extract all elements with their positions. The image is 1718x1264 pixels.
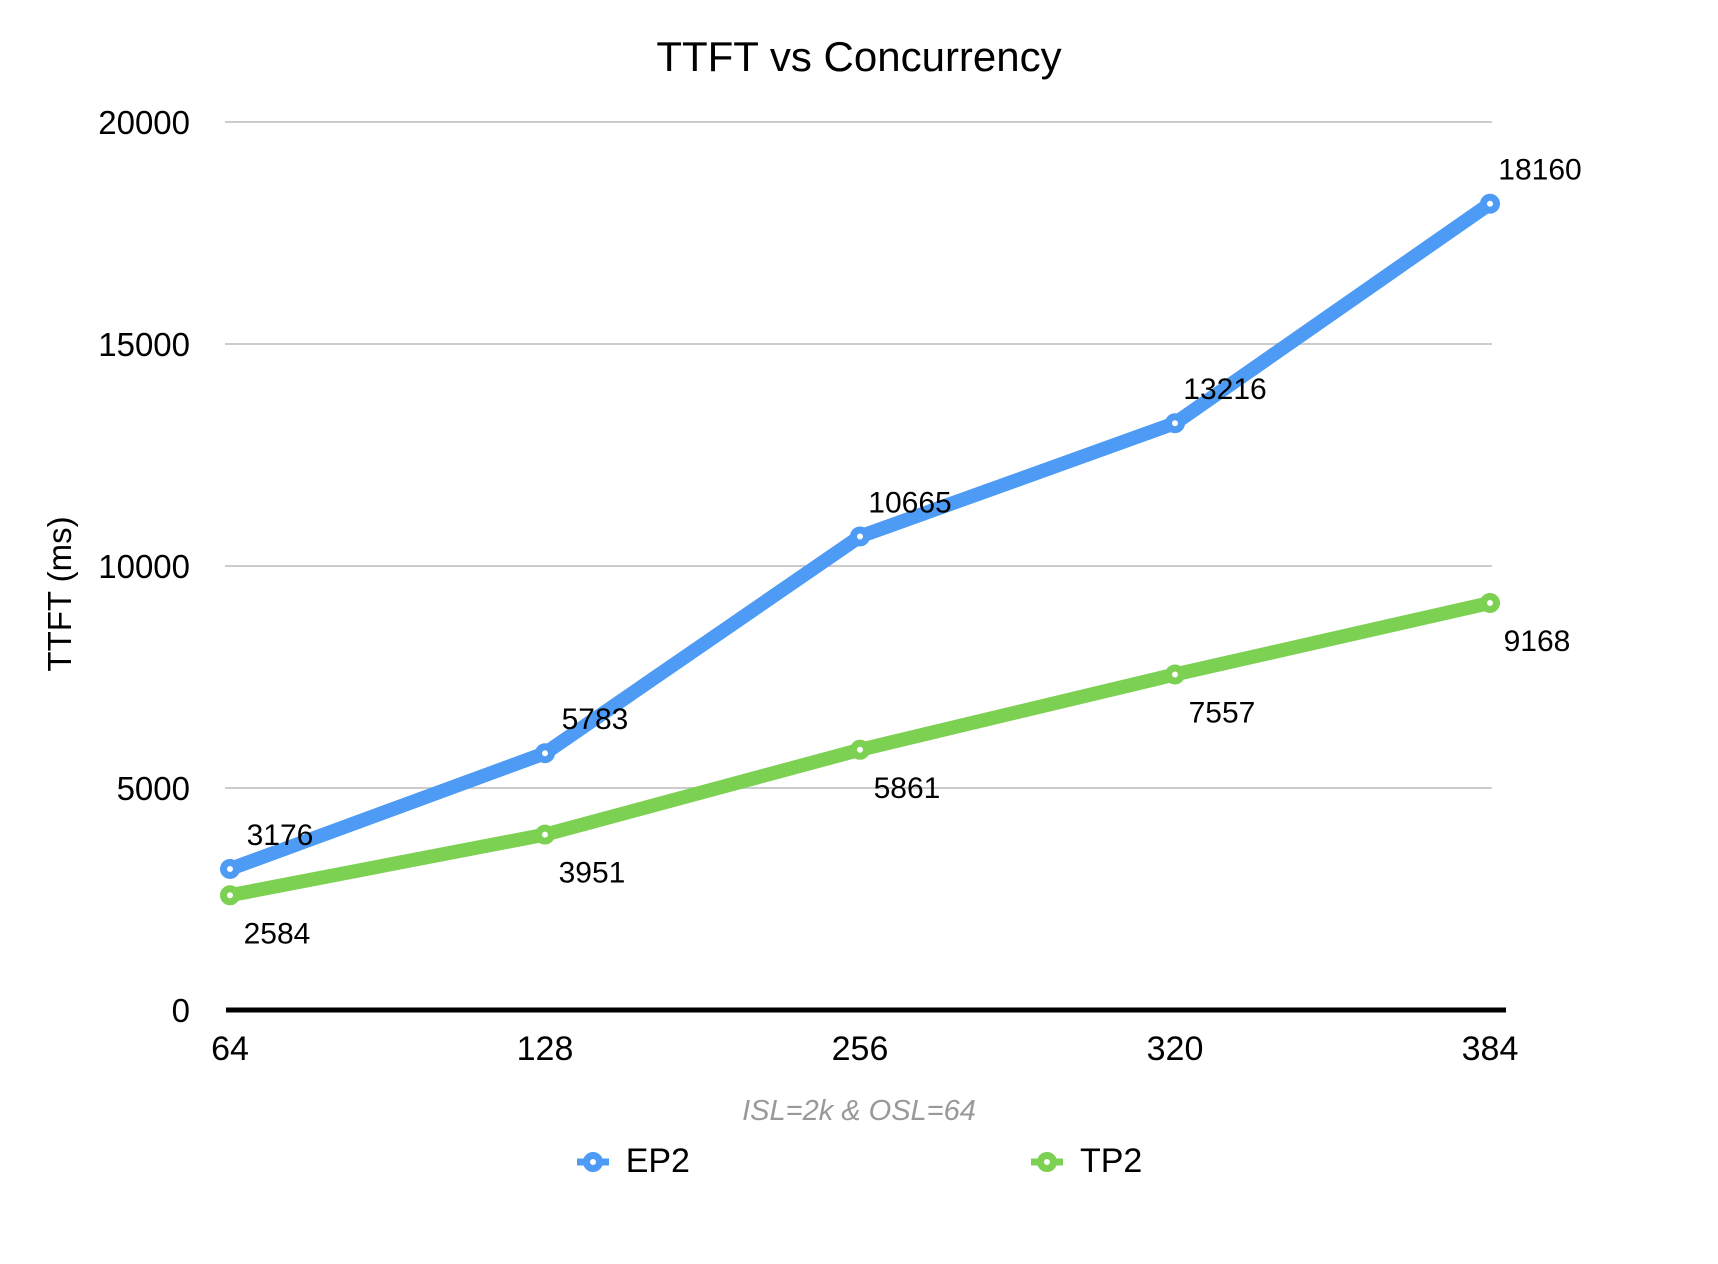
legend-label-tp2: TP2 <box>1079 1142 1143 1180</box>
y-axis-tick-label: 5000 <box>117 770 190 807</box>
data-label-ep2: 3176 <box>247 819 314 852</box>
x-axis-tick-label: 128 <box>517 1030 574 1068</box>
data-point-ep2 <box>850 526 870 547</box>
data-point-tp2 <box>220 885 240 906</box>
x-axis-tick-label: 384 <box>1462 1030 1519 1068</box>
x-axis-tick-label: 64 <box>211 1030 249 1068</box>
data-point-tp2 <box>535 824 555 845</box>
chart-footnote: ISL=2k & OSL=64 <box>742 1095 976 1127</box>
data-label-tp2: 3951 <box>559 857 626 890</box>
x-axis-tick-label: 256 <box>832 1030 889 1068</box>
x-axis-tick-label: 320 <box>1147 1030 1204 1068</box>
y-axis-tick-label: 0 <box>172 992 190 1029</box>
tp2-line-marker-icon <box>1030 1151 1063 1172</box>
y-axis-tick-label: 10000 <box>98 548 190 585</box>
y-axis-tick-label: 20000 <box>98 104 190 141</box>
data-point-tp2 <box>1165 664 1185 685</box>
data-point-tp2 <box>1480 592 1500 613</box>
chart-title: TTFT vs Concurrency <box>656 33 1062 80</box>
legend-item-tp2: TP2 <box>1030 1142 1142 1181</box>
data-point-tp2 <box>850 739 870 760</box>
data-label-tp2: 5861 <box>874 772 941 805</box>
data-label-tp2: 2584 <box>244 917 311 950</box>
ep2-line-marker-icon <box>576 1151 609 1172</box>
data-label-ep2: 5783 <box>562 703 629 736</box>
data-label-tp2: 7557 <box>1189 696 1256 729</box>
legend: EP2 TP2 <box>0 1142 1718 1181</box>
y-axis-tick-label: 15000 <box>98 326 190 363</box>
data-point-ep2 <box>1480 193 1500 214</box>
data-label-ep2: 18160 <box>1498 154 1581 187</box>
data-point-ep2 <box>1165 413 1185 434</box>
legend-item-ep2: EP2 <box>576 1142 690 1181</box>
data-label-ep2: 13216 <box>1183 373 1266 406</box>
data-label-ep2: 10665 <box>868 486 951 519</box>
data-point-ep2 <box>220 858 240 879</box>
legend-label-ep2: EP2 <box>625 1142 690 1180</box>
data-point-ep2 <box>535 743 555 764</box>
data-label-tp2: 9168 <box>1504 625 1571 658</box>
